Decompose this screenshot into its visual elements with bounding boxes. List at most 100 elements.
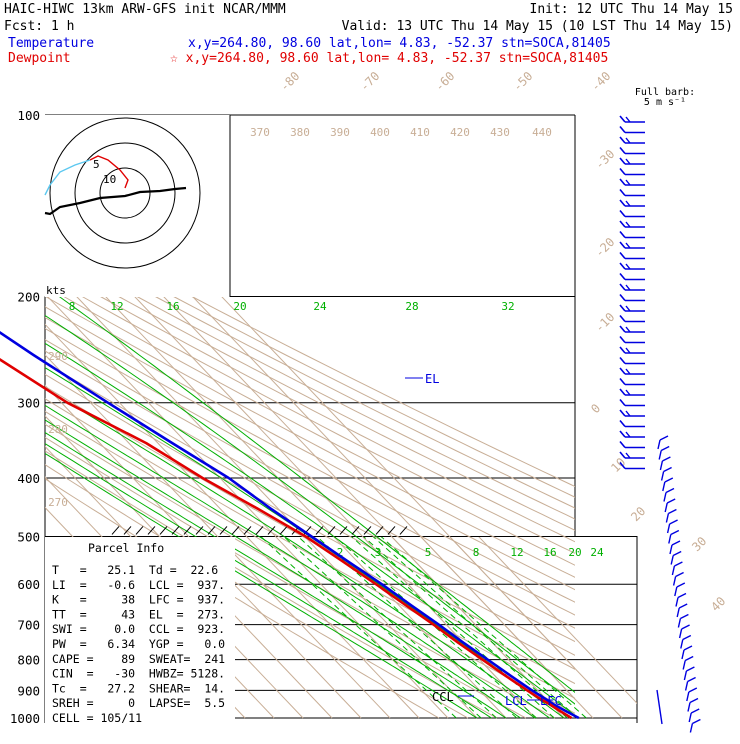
wind-barb-flag — [686, 666, 695, 672]
parcel-info-title: Parcel Info — [88, 541, 164, 555]
moist-adiabat — [45, 419, 521, 719]
isotherm — [45, 415, 333, 719]
pressure-label-200: 200 — [17, 290, 40, 305]
wind-barb-flag — [669, 519, 678, 525]
parcel-info-row: T = 25.1 Td = 22.6 — [52, 563, 218, 577]
isotherm — [45, 262, 478, 719]
moist-adiabat — [45, 314, 575, 705]
wind-barb-flag — [681, 624, 690, 630]
el-label: EL — [425, 372, 439, 386]
tick-500 — [111, 526, 120, 535]
isotherm-label: -70 — [357, 69, 382, 94]
theta-label: 400 — [370, 126, 390, 139]
dry-adiabat — [45, 339, 575, 629]
sounding-traces — [0, 331, 580, 720]
wind-barb-flag — [619, 388, 626, 396]
hodograph-ring-label: 10 — [103, 173, 116, 186]
tick-500 — [351, 526, 360, 535]
wind-barb-flag — [619, 146, 626, 155]
pressure-label-400: 400 — [17, 471, 40, 486]
moist-adiabat — [45, 442, 492, 719]
hodograph-ring — [74, 142, 176, 244]
mixing-ratio-line — [380, 537, 587, 719]
dry-adiabat — [45, 361, 575, 656]
parcel-info-row: TT = 43 EL = 273. — [52, 607, 225, 621]
wind-barb-flag — [625, 305, 631, 312]
wind-barb — [682, 660, 686, 670]
tick-500 — [243, 526, 252, 535]
wind-barb-flag — [619, 325, 626, 333]
forecast-hour: Fcst: 1 h — [4, 19, 74, 34]
wind-barb-flag — [619, 251, 626, 260]
wind-barb — [674, 586, 678, 597]
wind-barb — [670, 555, 674, 565]
pressure-label-300: 300 — [17, 396, 40, 411]
pressure-label-700: 700 — [17, 618, 40, 633]
mixing-ratio-label: 28 — [405, 300, 418, 313]
wind-barb-flag — [664, 477, 674, 483]
wind-barb-flag — [619, 220, 626, 228]
wind-barb — [659, 460, 664, 471]
level-annotations: EL CCL LCL LFC — [405, 372, 562, 708]
wind-barb-flag — [625, 116, 631, 123]
wind-barb-flag — [659, 435, 669, 441]
tick-500 — [279, 526, 288, 535]
mixing-ratio-line — [283, 537, 482, 719]
wind-barb-flag — [662, 456, 671, 462]
isotherm-label: 0 — [588, 401, 603, 416]
wind-barb-flag — [677, 592, 687, 599]
wind-barb-flag — [619, 430, 626, 438]
wind-barbs — [619, 115, 701, 733]
wind-barb-flag — [619, 346, 626, 354]
wind-barb — [681, 649, 685, 660]
wind-barb-flag — [660, 445, 670, 452]
wind-barb-flag — [688, 687, 698, 693]
theta-label: 430 — [490, 126, 510, 139]
pressure-label-500: 500 — [17, 529, 40, 544]
mixing-ratio-label: 16 — [166, 300, 179, 313]
pressure-label-900: 900 — [17, 683, 40, 698]
wind-barb-flag — [675, 571, 684, 578]
parcel-info-row: CAPE = 89 SWEAT= 241 — [52, 652, 225, 666]
wind-barb-flag — [619, 419, 626, 428]
isotherm — [391, 537, 565, 719]
theta-label: 280 — [48, 423, 68, 436]
wind-barb-flag — [619, 377, 626, 386]
wind-barb — [677, 618, 682, 628]
moist-adiabat — [45, 387, 550, 719]
wind-barb-flag — [619, 157, 626, 165]
barb-legend-title: Full barb: — [635, 87, 695, 98]
wind-barb-flag — [670, 529, 680, 536]
wind-barb-flag — [625, 431, 631, 438]
mixing-ratio-label: 8 — [69, 300, 76, 313]
dry-adiabat — [45, 373, 575, 670]
wind-barb-flag — [625, 200, 631, 207]
tick-500 — [387, 526, 396, 535]
wind-barb-flag — [672, 550, 682, 557]
wind-barb-flag — [619, 409, 626, 417]
tick-500 — [123, 526, 132, 535]
wind-barb — [664, 502, 668, 513]
wind-barb-flag — [668, 508, 677, 515]
hodograph-trace-mid — [44, 159, 91, 196]
moist-adiabat — [45, 404, 536, 719]
parcel-info-row: K = 38 LFC = 937. — [52, 593, 225, 607]
theta-label: 270 — [48, 496, 68, 509]
dry-adiabat — [45, 316, 575, 603]
wind-barb — [662, 481, 666, 492]
wind-barb-flag — [625, 389, 631, 396]
wind-barb — [686, 691, 690, 702]
wind-barb-flag — [665, 487, 675, 494]
diagram-frame — [574, 115, 638, 723]
wind-barb-flag — [619, 241, 626, 249]
isotherm — [45, 323, 420, 719]
wind-barb-flag — [619, 125, 626, 134]
wind-barb-flag — [680, 613, 689, 620]
mixing-ratio-label: 8 — [473, 546, 480, 559]
mixing-ratio-line — [316, 537, 518, 719]
tick-500 — [147, 526, 156, 535]
wind-barb-flag — [619, 335, 626, 344]
hodograph-trace-low — [44, 186, 187, 216]
wind-barb-flag — [625, 179, 631, 186]
